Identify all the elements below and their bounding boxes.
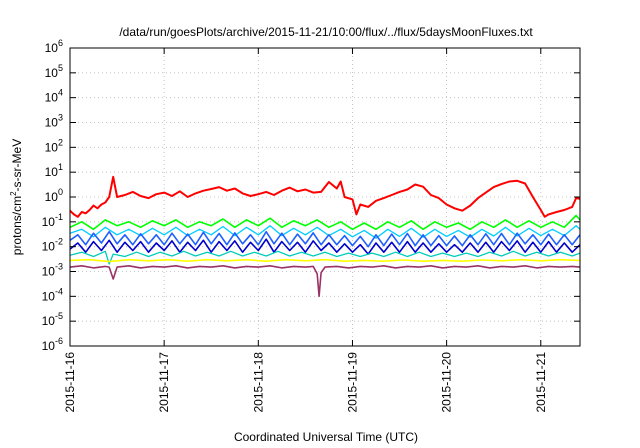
- y-tick-exponent: -4: [55, 286, 63, 296]
- y-tick-base: 10: [42, 240, 56, 254]
- series-line-7: [69, 258, 581, 263]
- y-tick-exponent: -6: [55, 336, 63, 346]
- y-tick-base: 10: [42, 314, 56, 328]
- y-tick-label: 105: [45, 63, 63, 80]
- y-tick-exponent: 4: [58, 88, 63, 98]
- grid-lines: [69, 48, 580, 346]
- y-tick-exponent: 0: [58, 187, 63, 197]
- y-tick-exponent: 3: [58, 113, 63, 123]
- y-tick-base: 10: [42, 265, 56, 279]
- x-tick-label: 2015-11-18: [251, 352, 265, 413]
- y-tick-exponent: -2: [55, 237, 63, 247]
- y-tick-base: 10: [45, 140, 59, 154]
- x-tick-label: 2015-11-19: [345, 352, 359, 413]
- x-tick-label: 2015-11-20: [440, 352, 454, 413]
- y-tick-label: 106: [45, 38, 63, 55]
- y-tick-exponent: 6: [58, 38, 63, 48]
- y-tick-base: 10: [42, 215, 56, 229]
- y-tick-label: 10-3: [42, 262, 63, 279]
- y-tick-base: 10: [42, 289, 56, 303]
- series-line-4: [69, 230, 581, 248]
- series-line-1: [69, 175, 581, 218]
- series-group: [69, 175, 581, 298]
- series-line-8: [69, 264, 581, 298]
- y-tick-label: 10-2: [42, 237, 63, 254]
- y-tick-base: 10: [45, 91, 59, 105]
- y-axis-label-sup: 2: [9, 191, 18, 196]
- y-tick-label: 10-6: [42, 336, 63, 353]
- y-tick-label: 10-5: [42, 311, 63, 328]
- y-axis-label-rest: -s-sr-MeV: [10, 139, 24, 192]
- y-tick-base: 10: [45, 116, 59, 130]
- series-line-2: [69, 214, 581, 231]
- y-tick-label: 10-4: [42, 286, 63, 303]
- y-tick-exponent: -1: [55, 212, 63, 222]
- y-tick-base: 10: [45, 66, 59, 80]
- y-tick-label: 10-1: [42, 212, 63, 229]
- y-tick-exponent: -3: [55, 262, 63, 272]
- y-tick-label: 100: [45, 187, 63, 204]
- y-tick-exponent: -5: [55, 311, 63, 321]
- y-tick-base: 10: [45, 190, 59, 204]
- y-tick-exponent: 5: [58, 63, 63, 73]
- y-tick-label: 103: [45, 113, 63, 130]
- y-tick-label: 101: [45, 162, 63, 179]
- y-tick-exponent: 2: [58, 137, 63, 147]
- y-tick-label: 102: [45, 137, 63, 154]
- x-tick-label: 2015-11-21: [534, 352, 548, 413]
- y-tick-exponent: 1: [58, 162, 63, 172]
- series-line-6: [69, 250, 581, 265]
- y-tick-base: 10: [42, 339, 56, 353]
- chart-title: /data/run/goesPlots/archive/2015-11-21/1…: [119, 25, 533, 39]
- y-axis-ticks: 10-610-510-410-310-210-11001011021031041…: [42, 38, 580, 353]
- y-tick-base: 10: [45, 165, 59, 179]
- x-tick-label: 2015-11-17: [157, 352, 171, 413]
- y-tick-label: 104: [45, 88, 63, 105]
- x-axis-label: Coordinated Universal Time (UTC): [234, 430, 418, 444]
- series-line-5: [69, 238, 581, 255]
- y-axis-label: protons/cm2-s-sr-MeV: [9, 139, 24, 255]
- x-tick-label: 2015-11-16: [63, 352, 77, 413]
- x-axis-ticks: 2015-11-16 2015-11-17 2015-11-18 2015-11-19…: [63, 48, 548, 413]
- y-tick-base: 10: [45, 41, 59, 55]
- y-axis-label-base: protons/cm: [10, 196, 24, 255]
